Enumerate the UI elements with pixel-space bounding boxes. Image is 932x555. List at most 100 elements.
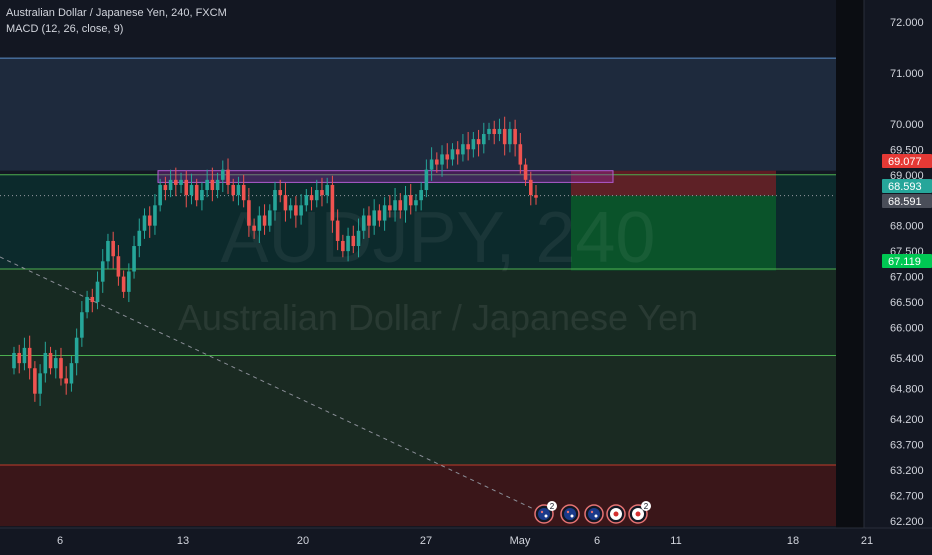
- candle-body[interactable]: [215, 179, 220, 191]
- candle-body[interactable]: [534, 195, 538, 198]
- candle-body[interactable]: [455, 149, 460, 155]
- candle-body[interactable]: [231, 184, 236, 196]
- candle-body[interactable]: [388, 205, 392, 211]
- candle-body[interactable]: [273, 190, 277, 211]
- symbol-title[interactable]: Australian Dollar / Japanese Yen, 240, F…: [6, 7, 227, 19]
- candle-body[interactable]: [210, 179, 215, 191]
- candle-body[interactable]: [487, 128, 491, 135]
- jp-flag-icon[interactable]: [628, 504, 648, 524]
- candle-body[interactable]: [12, 352, 16, 369]
- position-target-zone[interactable]: [571, 195, 776, 271]
- candle-body[interactable]: [351, 235, 356, 247]
- candle-body[interactable]: [367, 215, 371, 226]
- indicator-legend[interactable]: MACD (12, 26, close, 9): [6, 23, 123, 35]
- candle-body[interactable]: [147, 215, 152, 226]
- candle-body[interactable]: [497, 128, 502, 135]
- candle-body[interactable]: [22, 347, 27, 364]
- candle-body[interactable]: [419, 190, 423, 201]
- candle-body[interactable]: [508, 128, 512, 145]
- time-axis[interactable]: 6 13 20 27 May 6 11 18 21: [0, 527, 932, 550]
- candle-body[interactable]: [408, 195, 413, 206]
- candle-body[interactable]: [200, 190, 204, 201]
- candle-body[interactable]: [513, 128, 517, 145]
- candle-body[interactable]: [283, 195, 288, 211]
- price-label-red[interactable]: 69.077: [882, 154, 932, 168]
- candle-body[interactable]: [393, 200, 397, 211]
- candle-body[interactable]: [314, 190, 319, 201]
- candle-body[interactable]: [278, 190, 283, 196]
- candle-body[interactable]: [294, 205, 298, 216]
- candle-body[interactable]: [74, 337, 79, 364]
- candle-body[interactable]: [59, 358, 63, 379]
- candle-body[interactable]: [257, 215, 262, 231]
- candle-body[interactable]: [111, 240, 115, 257]
- price-label-green[interactable]: 67.119: [882, 254, 932, 268]
- candle-body[interactable]: [518, 144, 523, 165]
- candle-body[interactable]: [528, 179, 533, 196]
- candle-body[interactable]: [132, 246, 136, 272]
- candle-body[interactable]: [450, 149, 455, 160]
- candle-body[interactable]: [106, 240, 110, 262]
- candle-body[interactable]: [33, 368, 37, 394]
- au-flag-icon[interactable]: [560, 504, 580, 524]
- candle-body[interactable]: [461, 144, 465, 155]
- candle-body[interactable]: [116, 256, 121, 277]
- candle-body[interactable]: [435, 159, 439, 165]
- candle-body[interactable]: [372, 210, 376, 226]
- candle-body[interactable]: [288, 205, 293, 211]
- au-flag-icon[interactable]: [584, 504, 604, 524]
- candle-body[interactable]: [48, 352, 53, 369]
- candle-body[interactable]: [445, 154, 450, 160]
- candle-body[interactable]: [398, 200, 403, 211]
- candle-body[interactable]: [492, 128, 497, 135]
- candle-body[interactable]: [221, 169, 225, 180]
- candle-body[interactable]: [64, 378, 68, 384]
- candle-body[interactable]: [158, 184, 162, 206]
- candle-body[interactable]: [53, 358, 58, 369]
- candle-body[interactable]: [205, 179, 209, 191]
- candle-body[interactable]: [95, 281, 100, 303]
- candle-body[interactable]: [476, 139, 481, 145]
- candle-body[interactable]: [440, 154, 444, 165]
- resistance-rectangle[interactable]: [157, 170, 614, 183]
- candle-body[interactable]: [121, 276, 126, 292]
- candle-body[interactable]: [80, 312, 84, 338]
- candle-body[interactable]: [309, 195, 314, 201]
- candle-body[interactable]: [100, 261, 105, 282]
- candle-body[interactable]: [403, 195, 408, 211]
- candle-body[interactable]: [142, 215, 147, 231]
- resistance-band[interactable]: [157, 170, 614, 183]
- candle-body[interactable]: [153, 205, 157, 226]
- candle-body[interactable]: [43, 352, 48, 374]
- candle-body[interactable]: [502, 128, 507, 145]
- candle-body[interactable]: [226, 169, 230, 185]
- candle-body[interactable]: [471, 139, 476, 150]
- price-label-teal[interactable]: 68.593: [882, 179, 932, 193]
- candle-body[interactable]: [304, 195, 309, 206]
- jp-flag-icon[interactable]: [606, 504, 626, 524]
- candle-body[interactable]: [382, 205, 387, 221]
- candle-body[interactable]: [482, 134, 486, 145]
- candle-body[interactable]: [85, 296, 89, 313]
- candle-body[interactable]: [137, 230, 142, 247]
- candle-body[interactable]: [299, 205, 303, 216]
- candle-body[interactable]: [194, 184, 199, 201]
- candle-body[interactable]: [184, 179, 189, 196]
- price-axis[interactable]: 72.00071.00070.00069.50069.00068.00067.5…: [863, 0, 932, 528]
- candle-body[interactable]: [163, 184, 168, 191]
- price-label-gray[interactable]: 68.591: [882, 194, 932, 208]
- candle-body[interactable]: [424, 169, 429, 191]
- dashed-trendline[interactable]: [0, 256, 541, 513]
- candle-body[interactable]: [429, 159, 434, 170]
- candle-body[interactable]: [377, 210, 382, 221]
- candle-body[interactable]: [252, 225, 256, 231]
- candle-body[interactable]: [69, 363, 74, 384]
- candle-body[interactable]: [523, 164, 528, 180]
- candle-body[interactable]: [414, 200, 418, 206]
- candle-body[interactable]: [189, 184, 194, 196]
- candle-body[interactable]: [346, 235, 350, 252]
- candles[interactable]: [12, 116, 538, 406]
- candle-body[interactable]: [168, 179, 173, 191]
